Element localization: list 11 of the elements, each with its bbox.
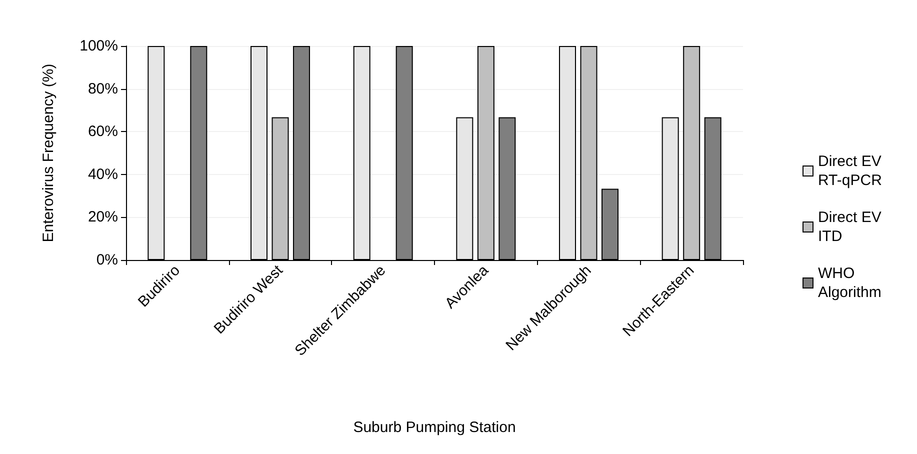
y-tick-label: 0% [96,252,118,268]
legend-label: WHO Algorithm [818,265,882,301]
y-tick-label: 80% [88,80,118,98]
y-tick-label: 20% [88,208,118,226]
legend-label: Direct EV RT-qPCR [818,153,886,189]
y-tick-label: 100% [80,38,118,54]
x-axis-title: Suburb Pumping Station [353,419,516,436]
y-tick-label: 60% [88,123,118,140]
legend-label: Direct EV ITD [818,209,886,245]
y-tick-label: 40% [88,166,118,183]
y-axis-title: Enterovirus Frequency (%) [40,64,57,242]
